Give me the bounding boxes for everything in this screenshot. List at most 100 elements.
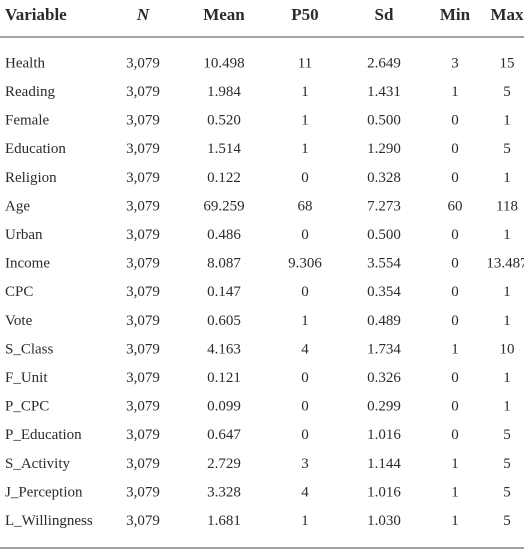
cell: 3 <box>301 456 309 472</box>
cell: 0.326 <box>367 370 401 386</box>
cell: 5 <box>503 484 511 500</box>
cell: 0.147 <box>207 284 241 300</box>
cell: 0.299 <box>367 399 401 415</box>
row-label: F_Unit <box>5 370 48 386</box>
row-label: Reading <box>5 84 55 100</box>
cell: 1.514 <box>207 141 241 157</box>
cell: 0 <box>301 399 309 415</box>
cell: 0.500 <box>367 227 401 243</box>
cell: 0.099 <box>207 399 241 415</box>
cell: 1 <box>301 84 309 100</box>
column-header: N <box>136 5 150 24</box>
cell: 1.016 <box>367 484 401 500</box>
cell: 5 <box>503 513 511 529</box>
cell: 3,079 <box>126 313 160 329</box>
cell: 5 <box>503 456 511 472</box>
cell: 7.273 <box>367 198 401 214</box>
column-header: Variable <box>5 5 67 24</box>
cell: 5 <box>503 84 511 100</box>
cell: 0.489 <box>367 313 401 329</box>
row-label: Urban <box>5 227 43 243</box>
cell: 1 <box>451 341 459 357</box>
row-label: Income <box>5 256 50 272</box>
cell: 1 <box>301 513 309 529</box>
cell: 13.487 <box>486 256 524 272</box>
cell: 3,079 <box>126 198 160 214</box>
cell: 1 <box>301 113 309 129</box>
cell: 1.290 <box>367 141 401 157</box>
cell: 15 <box>500 55 515 71</box>
cell: 3,079 <box>126 84 160 100</box>
cell: 1.431 <box>367 84 401 100</box>
cell: 3,079 <box>126 427 160 443</box>
row-label: P_Education <box>5 427 82 443</box>
cell: 1 <box>451 84 459 100</box>
cell: 0 <box>451 256 459 272</box>
cell: 4.163 <box>207 341 241 357</box>
cell: 10.498 <box>203 55 244 71</box>
cell: 68 <box>298 198 313 214</box>
row-label: Female <box>5 113 49 129</box>
cell: 4 <box>301 484 309 500</box>
cell: 0 <box>301 284 309 300</box>
cell: 3,079 <box>126 456 160 472</box>
cell: 3,079 <box>126 284 160 300</box>
cell: 0 <box>451 284 459 300</box>
cell: 3,079 <box>126 341 160 357</box>
cell: 1 <box>503 313 511 329</box>
cell: 3,079 <box>126 55 160 71</box>
cell: 5 <box>503 141 511 157</box>
cell: 2.649 <box>367 55 401 71</box>
row-label: P_CPC <box>5 399 49 415</box>
cell: 1.030 <box>367 513 401 529</box>
cell: 9.306 <box>288 256 322 272</box>
column-header: Mean <box>203 5 245 24</box>
cell: 0 <box>301 427 309 443</box>
column-header: Max <box>490 5 524 24</box>
cell: 0 <box>301 370 309 386</box>
cell: 1.734 <box>367 341 401 357</box>
cell: 5 <box>503 427 511 443</box>
cell: 0 <box>451 170 459 186</box>
cell: 0 <box>301 227 309 243</box>
cell: 1.984 <box>207 84 241 100</box>
cell: 0.121 <box>207 370 241 386</box>
cell: 0 <box>451 313 459 329</box>
cell: 0.520 <box>207 113 241 129</box>
cell: 0 <box>451 113 459 129</box>
cell: 1 <box>451 456 459 472</box>
cell: 3,079 <box>126 256 160 272</box>
cell: 1 <box>451 484 459 500</box>
cell: 0 <box>451 370 459 386</box>
cell: 4 <box>301 341 309 357</box>
cell: 3,079 <box>126 227 160 243</box>
row-label: Age <box>5 198 30 214</box>
cell: 3,079 <box>126 513 160 529</box>
row-label: J_Perception <box>5 484 83 500</box>
cell: 3.554 <box>367 256 401 272</box>
cell: 1 <box>301 141 309 157</box>
cell: 0.486 <box>207 227 241 243</box>
cell: 0 <box>301 170 309 186</box>
cell: 1 <box>503 113 511 129</box>
row-label: L_Willingness <box>5 513 93 529</box>
cell: 3,079 <box>126 141 160 157</box>
cell: 1.144 <box>367 456 401 472</box>
row-label: S_Class <box>5 341 54 357</box>
cell: 1 <box>503 170 511 186</box>
cell: 8.087 <box>207 256 241 272</box>
cell: 0 <box>451 427 459 443</box>
cell: 60 <box>448 198 463 214</box>
cell: 0.328 <box>367 170 401 186</box>
column-header: Min <box>440 5 471 24</box>
cell: 1 <box>503 227 511 243</box>
row-label: S_Activity <box>5 456 71 472</box>
row-label: Health <box>5 55 45 71</box>
row-label: Religion <box>5 170 57 186</box>
cell: 11 <box>298 55 312 71</box>
cell: 69.259 <box>203 198 244 214</box>
cell: 0.647 <box>207 427 241 443</box>
cell: 1 <box>503 399 511 415</box>
cell: 3 <box>451 55 459 71</box>
